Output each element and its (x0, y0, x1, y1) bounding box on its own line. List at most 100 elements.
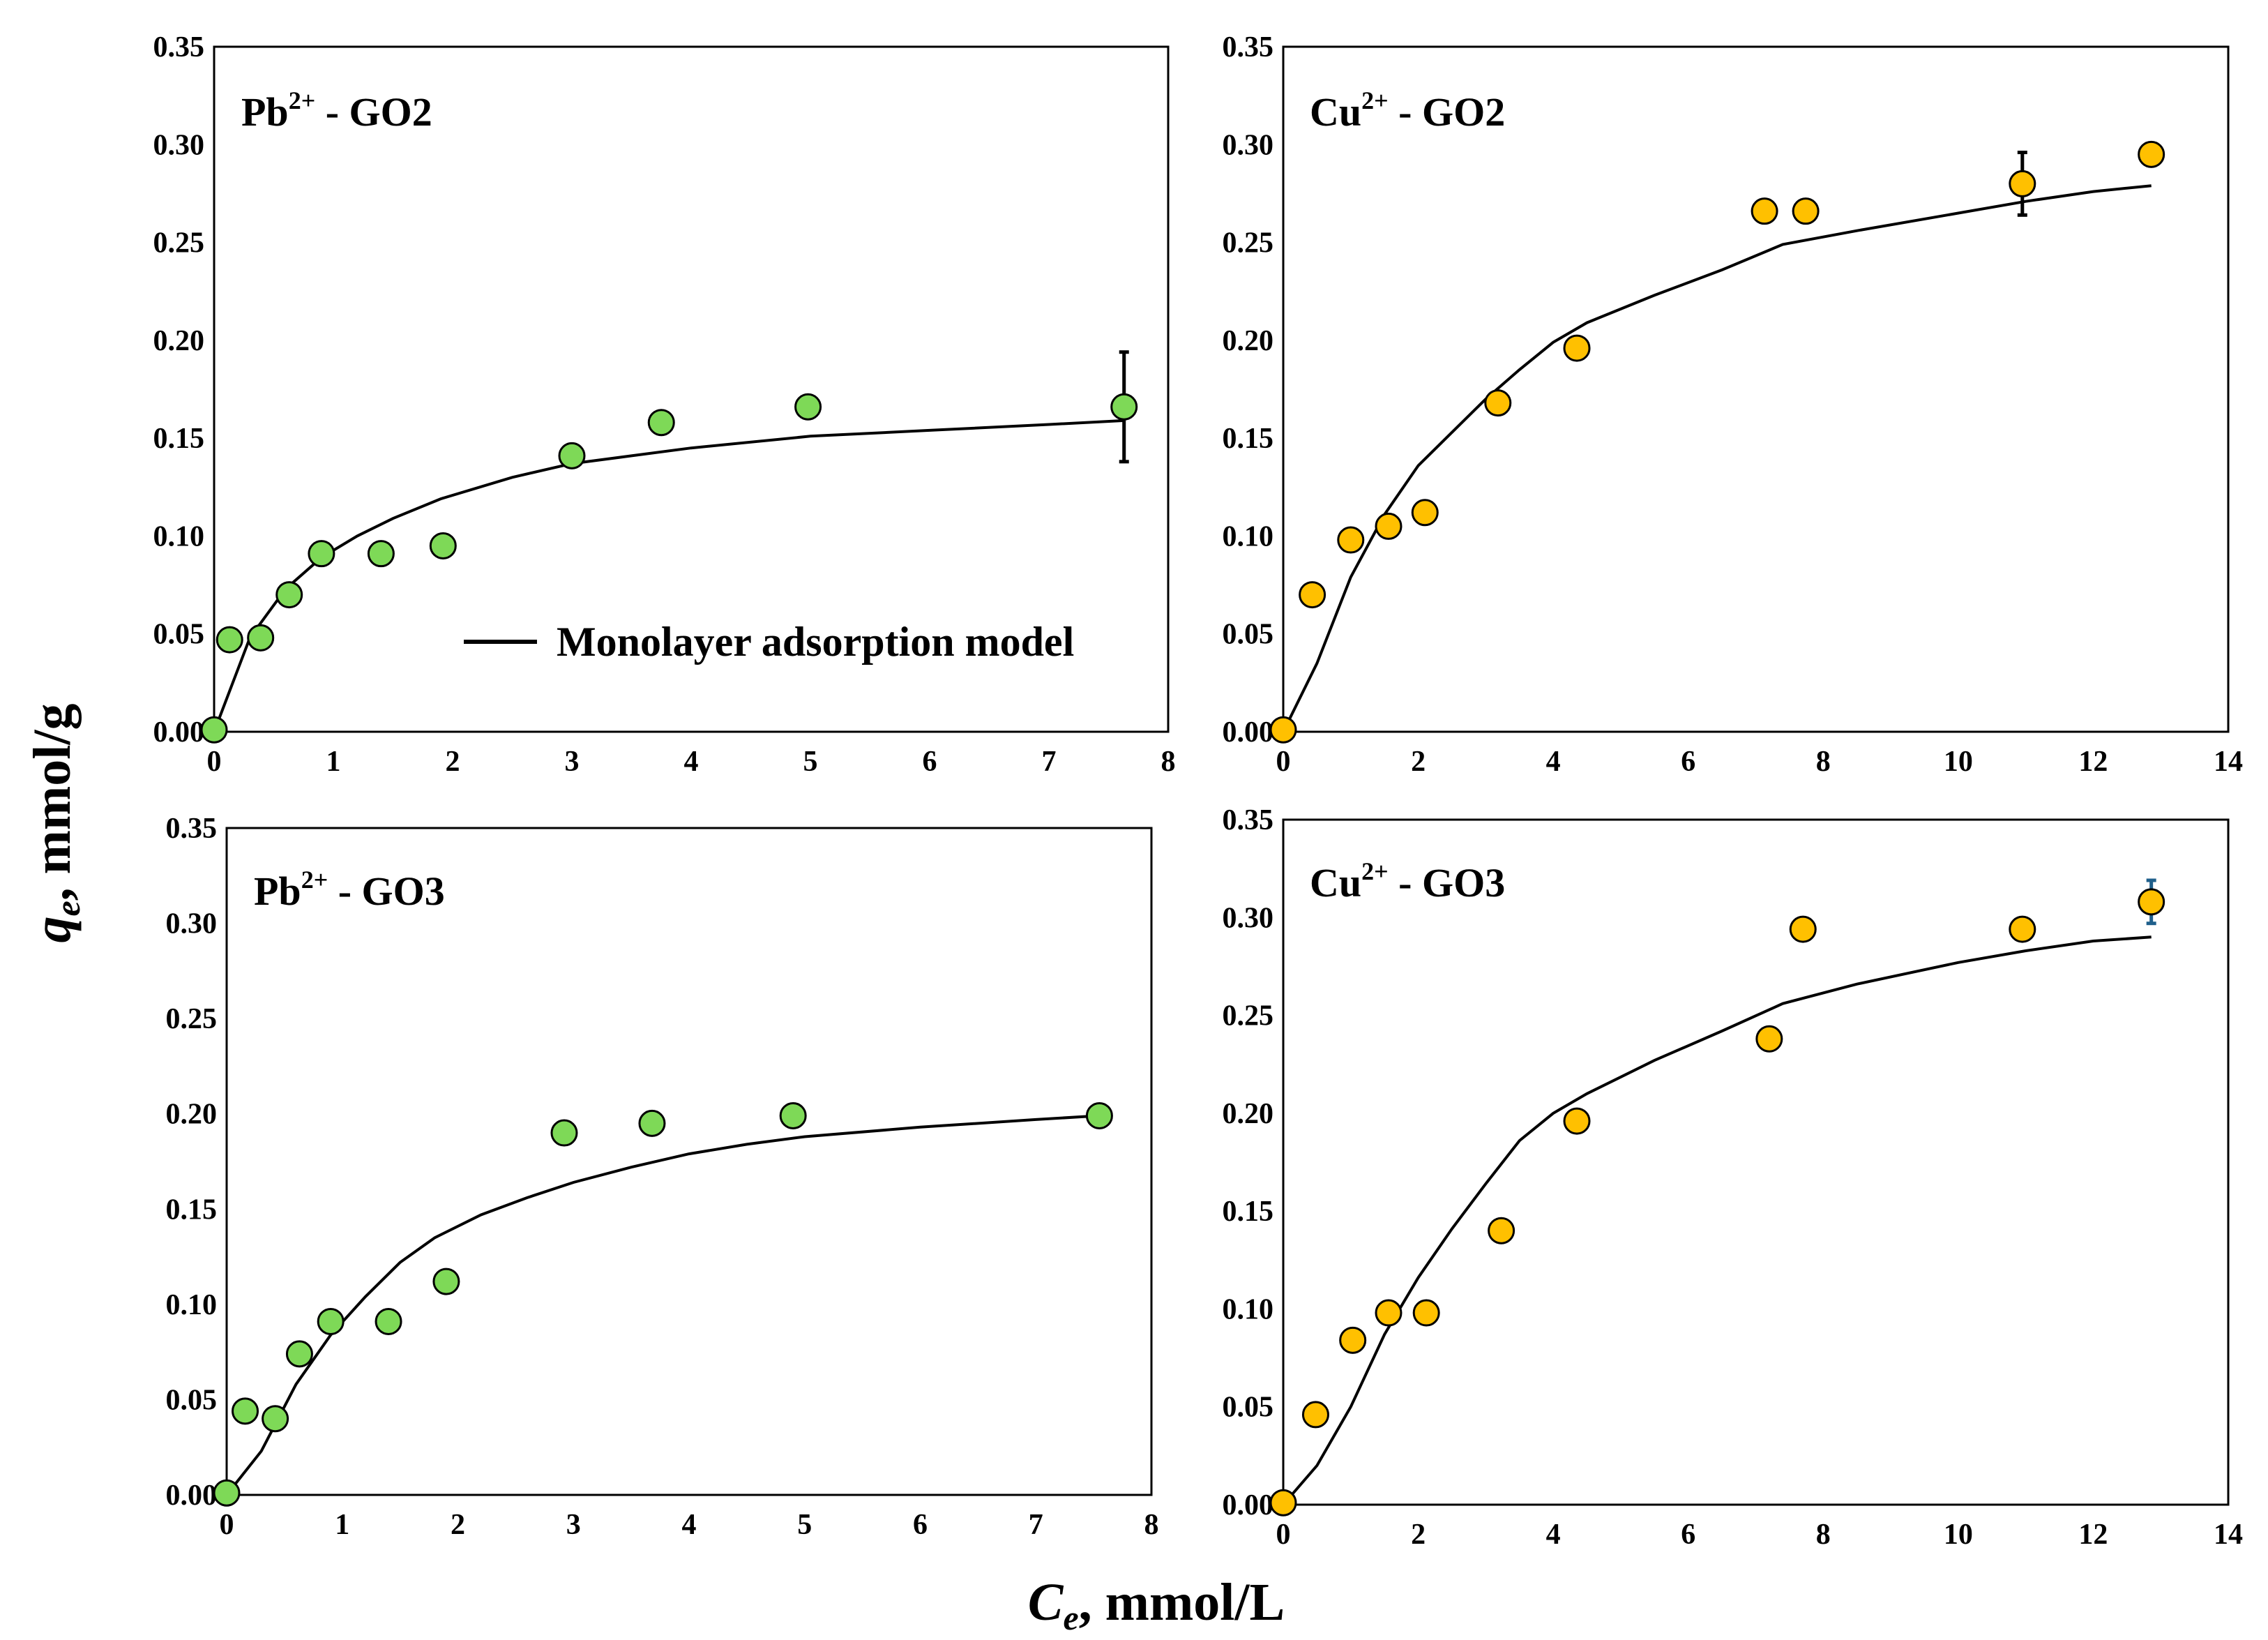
y-tick-label: 0.25 (1223, 1000, 1274, 1032)
data-point (779, 1101, 807, 1129)
x-tick-label: 7 (1029, 1509, 1043, 1541)
data-point (429, 532, 457, 559)
data-point (262, 1405, 289, 1433)
x-tick-label: 1 (335, 1509, 349, 1541)
legend: Monolayer adsorption model (464, 619, 1074, 665)
data-point (1484, 389, 1512, 417)
x-tick-label: 10 (1944, 1519, 1973, 1551)
data-point (1375, 1299, 1403, 1327)
x-tick-label: 6 (1681, 1519, 1695, 1551)
panel-title: Cu2+ - GO3 (1310, 857, 1505, 905)
y-tick-label: 0.10 (1223, 520, 1274, 552)
data-point (1412, 1299, 1440, 1327)
y-axis-label: qe, mmol/g (23, 703, 87, 942)
data-point (558, 442, 586, 469)
data-point (1269, 716, 1297, 744)
y-tick-label: 0.30 (1223, 129, 1274, 161)
x-tick-label: 12 (2078, 1519, 2108, 1551)
data-point (1110, 393, 1138, 421)
data-point (1375, 512, 1403, 540)
monolayer-fit-line (1282, 935, 2152, 1506)
y-tick-label: 0.10 (153, 520, 205, 552)
y-tick-label: 0.00 (166, 1480, 218, 1512)
x-tick-label: 12 (2078, 746, 2108, 778)
y-tick-label: 0.15 (1223, 1196, 1274, 1228)
x-tick-label: 6 (913, 1509, 928, 1541)
panel-title: Pb2+ - GO2 (241, 86, 432, 135)
data-point (1085, 1101, 1113, 1129)
data-point (647, 409, 675, 437)
data-point (1339, 1326, 1367, 1354)
data-point (375, 1307, 402, 1335)
data-point (275, 581, 303, 609)
x-tick-label: 8 (1816, 1519, 1831, 1551)
monolayer-fit-line (225, 1114, 1100, 1496)
x-tick-label: 1 (326, 746, 341, 778)
y-tick-label: 0.00 (1223, 1489, 1274, 1521)
y-tick-labels: 0.00 0.05 0.10 0.15 0.20 0.25 0.30 0.35 (1223, 31, 1274, 748)
x-tick-label: 0 (207, 746, 222, 778)
y-tick-label: 0.00 (1223, 716, 1274, 748)
y-tick-label: 0.15 (153, 423, 205, 455)
data-point (1488, 1217, 1515, 1244)
x-tick-labels: 0 1 2 3 4 5 6 7 8 (207, 746, 1176, 778)
data-point (317, 1307, 345, 1335)
data-point (1269, 1489, 1297, 1517)
y-tick-label: 0.25 (166, 1003, 218, 1035)
x-tick-label: 0 (1276, 1519, 1291, 1551)
y-tick-label: 0.25 (153, 227, 205, 259)
data-point (1411, 499, 1439, 527)
data-point (2138, 140, 2165, 168)
legend-label: Monolayer adsorption model (557, 619, 1074, 665)
x-tick-labels: 0 1 2 3 4 5 6 7 8 (220, 1509, 1159, 1541)
data-point (232, 1397, 259, 1425)
data-point (200, 716, 228, 744)
data-point (213, 1479, 241, 1507)
y-tick-label: 0.05 (166, 1384, 218, 1416)
panel-cu-go3: 0.00 0.05 0.10 0.15 0.20 0.25 0.30 0.35 0 2 4 6 8 10… (1223, 804, 2244, 1551)
y-tick-label: 0.35 (166, 813, 218, 845)
x-tick-labels: 0 2 4 6 8 10 12 14 (1276, 746, 2244, 778)
data-points (200, 393, 1138, 744)
x-tick-label: 7 (1042, 746, 1057, 778)
data-point (1301, 1401, 1329, 1429)
plot-area-frame (225, 827, 1153, 1496)
x-tick-label: 3 (565, 746, 580, 778)
y-tick-label: 0.05 (1223, 1392, 1274, 1424)
panel-pb-go2: 0.00 0.05 0.10 0.15 0.20 0.25 0.30 0.35 0 1 2 3 4 5 6… (153, 31, 1176, 778)
data-points (1269, 140, 2165, 744)
data-point (1337, 526, 1365, 554)
x-tick-label: 0 (220, 1509, 234, 1541)
y-tick-label: 0.05 (153, 619, 205, 651)
y-tick-label: 0.15 (1223, 423, 1274, 455)
y-tick-label: 0.00 (153, 716, 205, 748)
data-point (2009, 170, 2036, 197)
data-point (247, 624, 275, 652)
y-tick-label: 0.35 (1223, 804, 1274, 836)
x-tick-labels: 0 2 4 6 8 10 12 14 (1276, 1519, 2244, 1551)
y-tick-label: 0.05 (1223, 619, 1274, 651)
x-tick-label: 8 (1161, 746, 1176, 778)
plot-area-frame (1282, 45, 2230, 733)
data-point (1299, 581, 1326, 609)
x-tick-label: 4 (1546, 746, 1561, 778)
y-tick-label: 0.35 (1223, 31, 1274, 63)
y-tick-label: 0.30 (153, 129, 205, 161)
data-point (308, 540, 335, 568)
x-tick-label: 10 (1944, 746, 1973, 778)
x-tick-label: 2 (1411, 746, 1426, 778)
x-tick-label: 4 (684, 746, 699, 778)
data-point (2009, 915, 2036, 943)
data-point (367, 540, 395, 568)
y-tick-label: 0.10 (166, 1289, 218, 1321)
panel-title: Cu2+ - GO2 (1310, 86, 1505, 135)
x-tick-label: 5 (797, 1509, 812, 1541)
data-point (550, 1119, 578, 1147)
y-tick-label: 0.20 (1223, 325, 1274, 357)
data-point (1789, 915, 1817, 943)
y-tick-labels: 0.00 0.05 0.10 0.15 0.20 0.25 0.30 0.35 (166, 813, 218, 1512)
x-tick-label: 2 (451, 1509, 465, 1541)
y-tick-label: 0.20 (153, 325, 205, 357)
monolayer-fit-line (1282, 184, 2152, 732)
